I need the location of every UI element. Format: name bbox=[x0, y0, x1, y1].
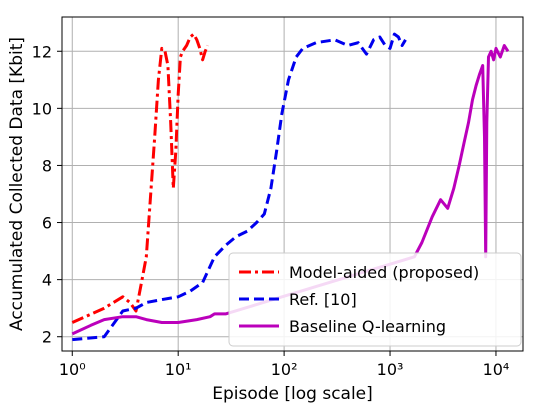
y-tick-label: 2 bbox=[42, 328, 52, 347]
y-tick-label: 8 bbox=[42, 156, 52, 175]
x-tick-label: 10⁰ bbox=[59, 360, 86, 379]
series-line-2 bbox=[72, 32, 407, 342]
series-layer bbox=[71, 32, 510, 342]
x-tick-label: 10³ bbox=[377, 360, 404, 379]
series-line-3 bbox=[71, 44, 510, 336]
y-tick-label: 10 bbox=[32, 99, 52, 118]
x-tick-label: 10⁴ bbox=[483, 360, 510, 379]
legend-label-3: Baseline Q-learning bbox=[289, 317, 446, 336]
legend-label-2: Ref. [10] bbox=[289, 290, 357, 309]
plot-frame bbox=[61, 16, 524, 352]
ticks: 10⁰ 10¹ 10² 10³ 10⁴ 2 4 6 8 10 12 bbox=[32, 42, 510, 379]
x-axis-label: Episode [log scale] bbox=[212, 384, 373, 404]
legend: Model-aided (proposed) Ref. [10] Baseline … bbox=[228, 252, 522, 347]
x-tick-label: 10¹ bbox=[165, 360, 192, 379]
y-tick-label: 6 bbox=[42, 214, 52, 233]
series-line-1 bbox=[71, 32, 210, 324]
legend-label-1: Model-aided (proposed) bbox=[289, 263, 479, 282]
y-axis-label: Accumulated Collected Data [Kbit] bbox=[7, 37, 27, 331]
y-tick-label: 4 bbox=[42, 271, 52, 290]
y-tick-label: 12 bbox=[32, 42, 52, 61]
legend-box bbox=[228, 252, 522, 347]
x-tick-label: 10² bbox=[271, 360, 298, 379]
